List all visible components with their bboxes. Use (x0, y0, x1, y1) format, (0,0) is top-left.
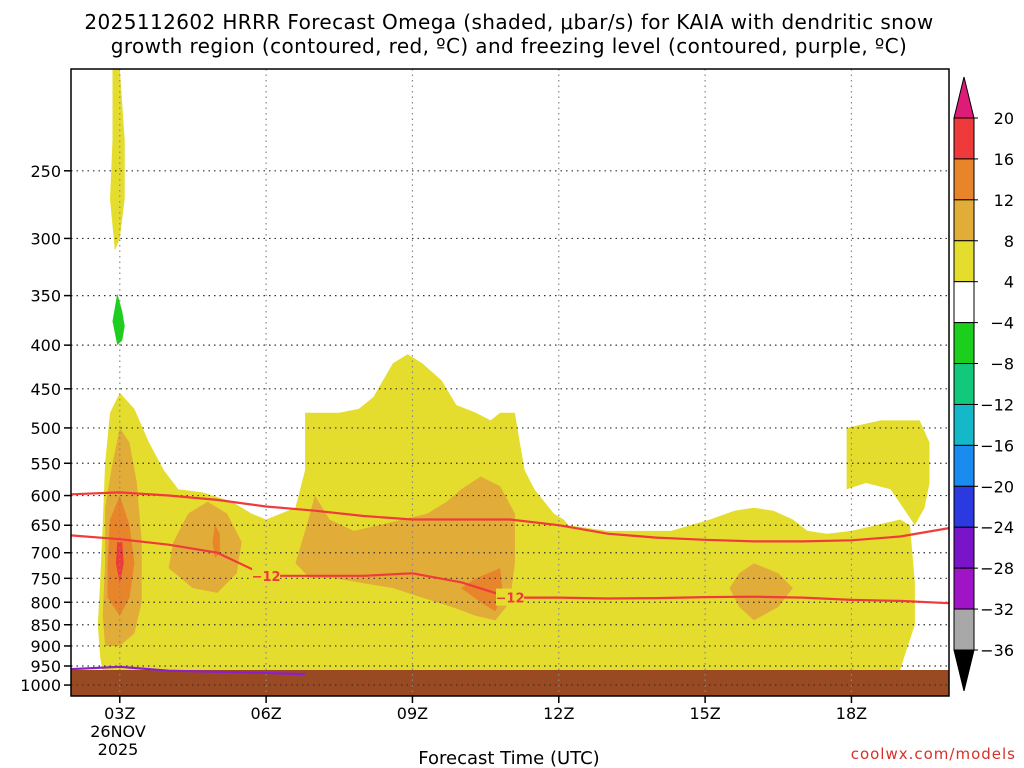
omega-region-7 (729, 563, 793, 621)
colorbar-swatch-2 (953, 158, 975, 201)
omega-region-6 (295, 476, 515, 621)
colorbar-label-5: 4 (1004, 273, 1014, 292)
colorbar-swatch-10 (953, 485, 975, 528)
omega-region-5 (168, 501, 242, 593)
y-tick-label-700: 700 (30, 544, 61, 563)
y-tick-label-500: 500 (30, 419, 61, 438)
colorbar-bottom-arrow (953, 649, 975, 692)
colorbar-swatch-4 (953, 240, 975, 283)
y-tick-label-350: 350 (30, 287, 61, 306)
colorbar-label-9: −16 (980, 436, 1014, 455)
colorbar: 20 16 12 8 4 −4 −8 −12 −16 −20 −24 −28 −32 −36 (953, 76, 1014, 692)
colorbar-label-7: −8 (990, 355, 1014, 374)
y-tick-label-400: 400 (30, 336, 61, 355)
colorbar-label-13: −32 (980, 600, 1014, 619)
y-tick-label-250: 250 (30, 162, 61, 181)
colorbar-label-4: 8 (1004, 232, 1014, 251)
colorbar-top-arrow (953, 76, 975, 119)
x-tick-label-09Z: 09Z (397, 704, 428, 723)
y-tick-label-300: 300 (30, 229, 61, 248)
colorbar-swatch-9 (953, 444, 975, 487)
colorbar-swatch-3 (953, 199, 975, 242)
contour-label-2: −12 (496, 592, 525, 607)
y-axis-ticks: 250 300 350 400 450 500 550 600 650 700 750 800 850 9… (20, 162, 71, 695)
x-tick-label-18Z: 18Z (836, 704, 867, 723)
y-tick-label-750: 750 (30, 569, 61, 588)
y-tick-label-550: 550 (30, 454, 61, 473)
y-tick-label-650: 650 (30, 516, 61, 535)
plot-frame (70, 68, 950, 697)
x-tick-label-15Z: 15Z (689, 704, 720, 723)
x-axis-label: Forecast Time (UTC) (418, 748, 599, 768)
contour-labels: −12 −12 (252, 566, 525, 607)
chart-title-line2: growth region (contoured, red, ºC) and f… (111, 34, 908, 58)
contour-dgz_upper (71, 491, 949, 543)
colorbar-swatch-12 (953, 567, 975, 610)
colorbar-swatch-11 (953, 526, 975, 569)
contour-label-bg-2 (496, 588, 524, 606)
x-tick-label-06Z: 06Z (250, 704, 281, 723)
x-date-label-line1: 26NOV (90, 722, 146, 741)
ground-surface (71, 670, 949, 696)
colorbar-swatch-1 (953, 117, 975, 160)
omega-region-2 (846, 420, 930, 526)
credit-link[interactable]: coolwx.com/models (851, 745, 1016, 763)
y-tick-label-450: 450 (30, 380, 61, 399)
colorbar-label-12: −28 (980, 559, 1014, 578)
y-tick-label-850: 850 (30, 616, 61, 635)
x-tick-label-03Z: 03Z (104, 704, 135, 723)
contour-freezing_level (71, 665, 306, 676)
colorbar-label-8: −12 (980, 395, 1014, 414)
omega-region-12 (112, 293, 125, 346)
x-tick-label-12Z: 12Z (543, 704, 574, 723)
colorbar-label-14: −36 (980, 641, 1014, 660)
y-tick-label-600: 600 (30, 487, 61, 506)
gridlines (71, 69, 949, 696)
colorbar-label-1: 20 (994, 109, 1014, 128)
chart-title-line1: 2025112602 HRRR Forecast Omega (shaded, … (84, 10, 933, 34)
colorbar-swatch-8 (953, 403, 975, 446)
y-tick-label-900: 900 (30, 637, 61, 656)
colorbar-label-3: 12 (994, 191, 1014, 210)
contour-label-bg-1 (252, 566, 281, 584)
omega-region-9 (212, 525, 220, 558)
colorbar-label-11: −24 (980, 518, 1014, 537)
colorbar-swatch-7 (953, 363, 975, 405)
colorbar-swatch-13 (953, 608, 975, 651)
x-axis-ticks: 03Z 06Z 09Z 12Z 15Z 18Z (104, 696, 867, 723)
y-tick-label-1000: 1000 (20, 676, 61, 695)
colorbar-label-6: −4 (990, 314, 1014, 333)
y-tick-label-950: 950 (30, 657, 61, 676)
colorbar-swatch-5 (953, 281, 975, 324)
colorbar-label-2: 16 (994, 150, 1014, 169)
colorbar-label-10: −20 (980, 477, 1014, 496)
y-tick-label-800: 800 (30, 593, 61, 612)
omega-region-3 (110, 69, 125, 251)
x-date-label-line2: 2025 (98, 740, 139, 759)
contour-label-1: −12 (252, 570, 281, 585)
colorbar-swatch-6 (953, 322, 975, 365)
